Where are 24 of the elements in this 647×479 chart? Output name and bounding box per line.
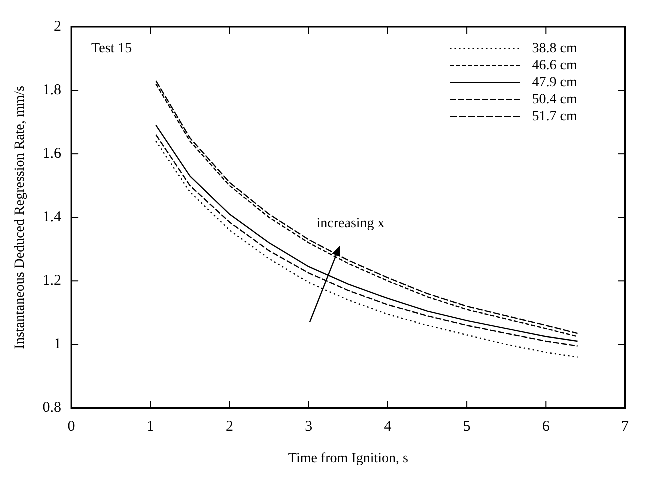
legend-label: 38.8 cm	[532, 42, 578, 57]
annotation: increasing x	[316, 216, 385, 232]
annotation: Test 15	[92, 42, 132, 57]
y-tick-label: 0.8	[42, 400, 62, 416]
x-tick-label: 3	[305, 419, 313, 436]
y-tick-label: 2	[54, 18, 62, 35]
x-tick-label: 7	[622, 419, 630, 436]
y-tick-label: 1.6	[42, 146, 62, 162]
y-tick-label: 1.4	[42, 210, 62, 226]
x-tick-label: 6	[542, 419, 550, 436]
y-tick-label: 1.2	[42, 273, 62, 290]
y-axis-title: Instantaneous Deduced Regression Rate, mm/s	[13, 86, 28, 350]
legend-label: 47.9 cm	[532, 76, 578, 91]
legend-label: 51.7 cm	[532, 110, 578, 125]
x-tick-label: 4	[384, 419, 392, 436]
legend-label: 46.6 cm	[532, 58, 578, 74]
x-tick-label: 1	[146, 419, 154, 436]
y-tick-label: 1	[54, 336, 62, 353]
x-tick-label: 0	[68, 419, 76, 436]
x-axis-title: Time from Ignition, s	[288, 451, 408, 466]
y-tick-label: 1.8	[42, 82, 62, 98]
legend-label: 50.4 cm	[532, 92, 578, 108]
x-tick-label: 5	[463, 419, 471, 436]
x-tick-label: 2	[226, 419, 234, 436]
